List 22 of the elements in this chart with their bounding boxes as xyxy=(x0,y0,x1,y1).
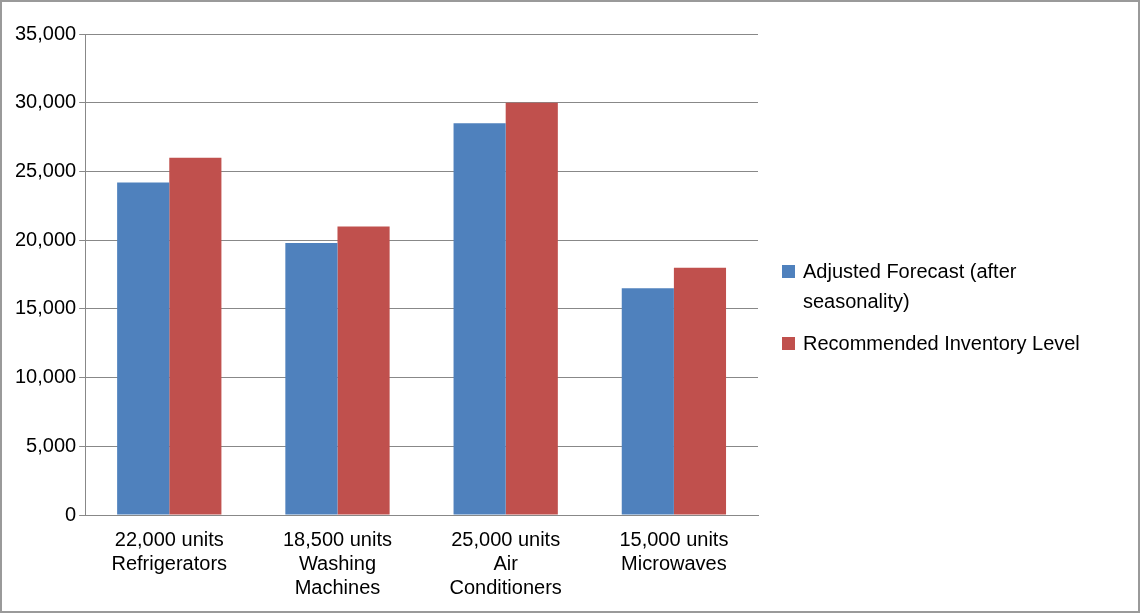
bar xyxy=(117,182,170,515)
legend-label: Adjusted Forecast (after seasonality) xyxy=(803,258,1018,314)
y-tick-label: 0 xyxy=(65,502,77,525)
x-tick-label: 22,000 units Refrigerators xyxy=(111,527,228,574)
x-tick-label: 15,000 units Microwaves xyxy=(619,527,729,574)
bar xyxy=(169,157,222,515)
bar xyxy=(505,102,558,515)
bar xyxy=(621,288,674,515)
y-tick-label: 35,000 xyxy=(15,21,77,44)
bar xyxy=(285,242,338,515)
y-tick-label: 15,000 xyxy=(15,296,77,319)
y-tick-label: 25,000 xyxy=(15,158,77,181)
x-tick-label: 25,000 units Air Conditioners xyxy=(449,527,562,598)
bar xyxy=(673,267,727,515)
y-tick-label: 5,000 xyxy=(26,433,77,456)
x-tick-label: 18,500 units Washing Machines xyxy=(282,527,392,598)
bar xyxy=(453,123,506,515)
bar xyxy=(337,226,390,515)
legend-label: Recommended Inventory Level xyxy=(803,330,1080,356)
y-tick-label: 30,000 xyxy=(15,90,77,113)
y-tick-label: 10,000 xyxy=(15,365,77,388)
y-tick-label: 20,000 xyxy=(15,227,77,250)
